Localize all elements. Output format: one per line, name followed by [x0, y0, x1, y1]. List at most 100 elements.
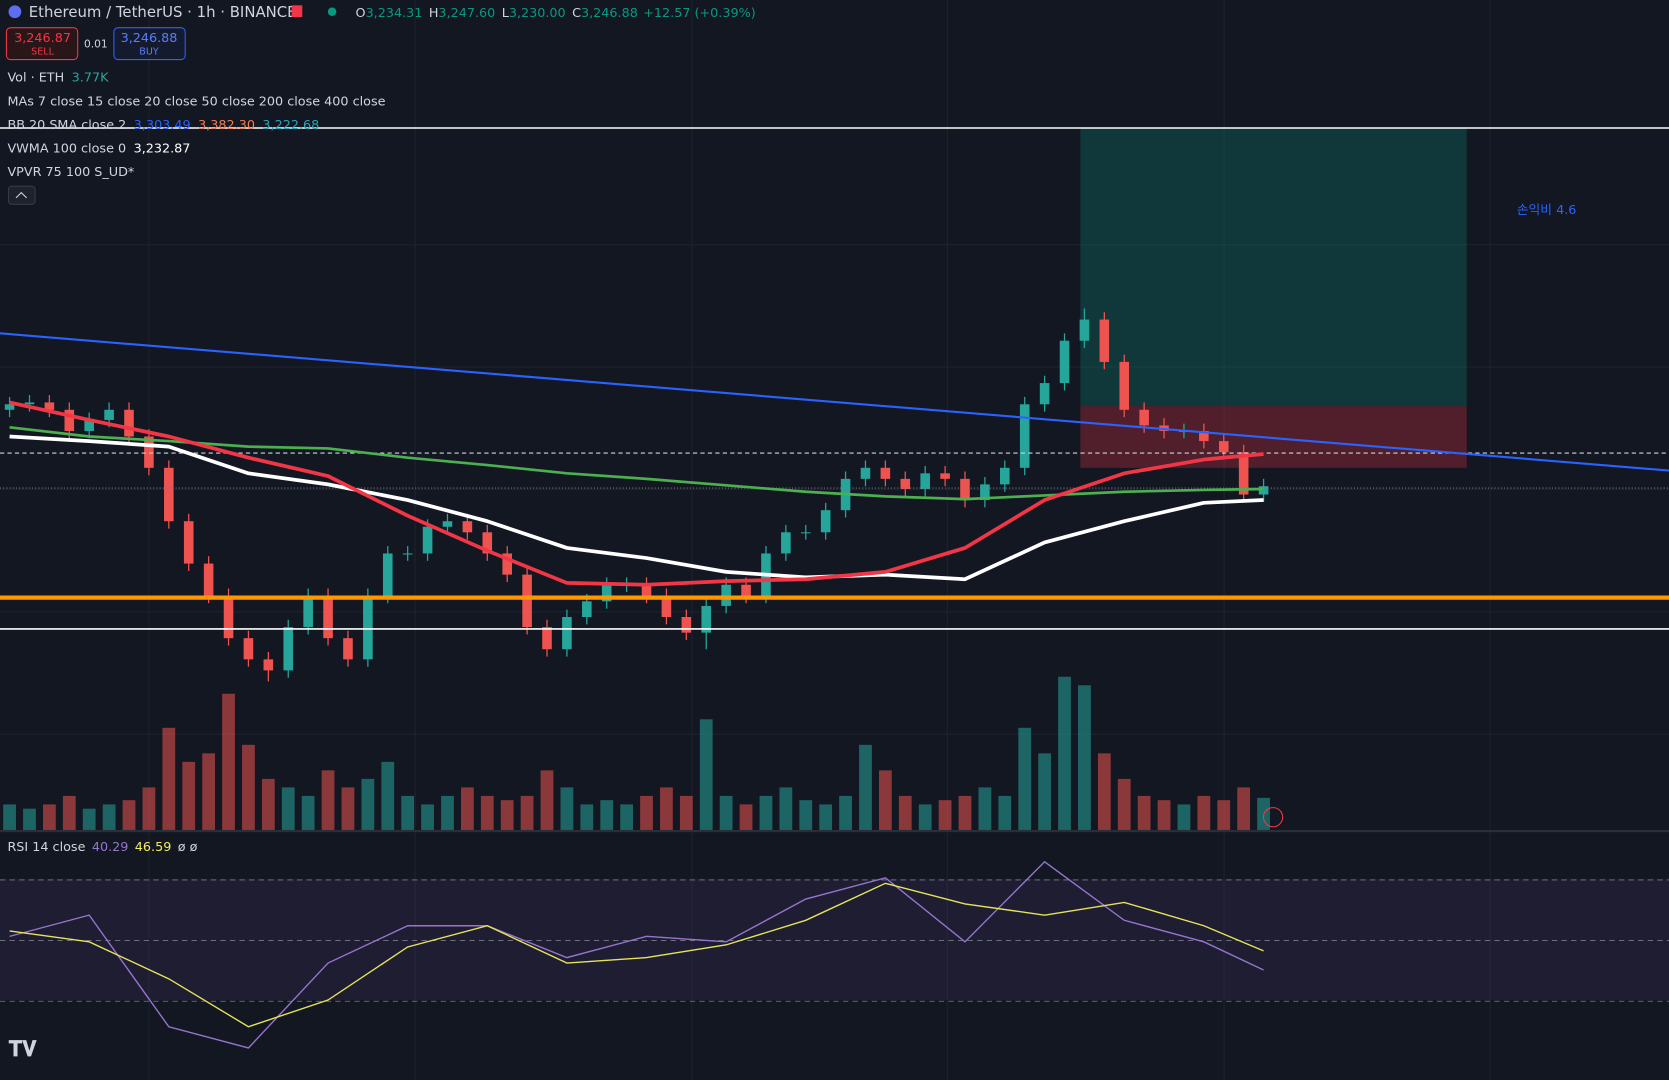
candle-body	[920, 473, 930, 489]
volume-bar	[281, 787, 295, 830]
indicator-value: 3,382.30	[198, 117, 255, 132]
volume-bar	[859, 744, 872, 830]
candle-body	[661, 595, 672, 617]
candle-body	[601, 584, 612, 602]
candle-body	[283, 627, 294, 671]
candle-body	[940, 473, 950, 479]
volume-bar	[421, 804, 434, 830]
volume-bar	[460, 787, 474, 830]
under-layer	[1080, 128, 1467, 468]
volume-bar	[679, 795, 693, 830]
candle-body	[1218, 441, 1229, 453]
rsi-value: 46.59	[135, 839, 172, 854]
volume-bar	[242, 744, 255, 830]
rsi-band	[0, 878, 1669, 1001]
candle-layer	[4, 308, 1269, 682]
candle-body	[1238, 452, 1249, 495]
candle-body	[144, 436, 154, 468]
volume-bar	[620, 804, 634, 830]
sell-price: 3,246.87	[14, 31, 71, 46]
volume-bar	[1137, 795, 1151, 830]
alert-icon[interactable]	[1262, 807, 1284, 828]
volume-bar	[719, 795, 733, 830]
moving-average	[9, 425, 1264, 501]
position-label: 손익비 4.6	[1517, 203, 1577, 218]
ohlc-label: C	[572, 5, 581, 20]
candle-body	[800, 532, 811, 534]
moving-average	[9, 434, 1264, 582]
volume-bar	[1038, 753, 1052, 830]
indicator-name: MAs 7 close 15 close 20 close 50 close 2…	[7, 94, 385, 109]
indicator: VWMA 100 close 0 3,232.87	[7, 141, 190, 156]
volume-bar	[1177, 804, 1191, 830]
buy-label: BUY	[139, 47, 159, 58]
volume-bar	[938, 800, 952, 830]
volume-bar	[600, 800, 614, 830]
candle-body	[641, 584, 652, 596]
candle-body	[223, 595, 234, 639]
candle-body	[303, 595, 313, 628]
candle-body	[1000, 467, 1010, 485]
market-status	[327, 7, 337, 16]
candle-body	[980, 484, 990, 501]
rsi-value: 40.29	[92, 839, 129, 854]
rsi-legend: RSI 14 close 40.29 46.59 ø ø	[7, 839, 197, 854]
rsi-line	[9, 860, 1264, 1049]
candle-body	[701, 605, 712, 633]
volume-bar	[520, 795, 534, 830]
candle-body	[502, 553, 512, 575]
volume-bar	[1197, 795, 1211, 830]
indicator-value: 3,303.49	[134, 117, 191, 132]
collapse-button[interactable]	[7, 185, 36, 205]
candle-body	[442, 521, 453, 527]
rsi-ma	[9, 882, 1264, 1028]
legend: Ethereum / TetherUS · 1h · BINANCE O3,23…	[5, 3, 1577, 1062]
volume-bar	[779, 787, 793, 830]
candle-body	[422, 526, 433, 554]
candle-body	[1199, 430, 1209, 442]
volume-bar	[958, 795, 972, 830]
ohlc-label: H	[429, 5, 439, 20]
volume-bar	[401, 795, 415, 830]
volume-bar	[819, 804, 833, 830]
rsi-layer	[0, 860, 1669, 1049]
volume-bar	[839, 795, 852, 830]
candle-body	[64, 409, 75, 431]
volume-bar	[1078, 685, 1091, 830]
volume-bar	[739, 804, 753, 830]
sell-button[interactable]	[5, 27, 79, 61]
indicator: MAs 7 close 15 close 20 close 50 close 2…	[7, 94, 385, 109]
volume-bar	[23, 808, 36, 830]
candle-body	[183, 521, 194, 564]
logo: 𝐓𝐕	[9, 1037, 38, 1062]
volume-bar	[1157, 800, 1171, 830]
candle-body	[482, 532, 493, 554]
volume-bar	[898, 795, 912, 830]
volume-layer	[3, 676, 1270, 830]
volume-bar	[1097, 753, 1111, 830]
ohlc-value: 3,234.31	[366, 5, 423, 20]
volume-bar	[341, 787, 355, 830]
volume-bar	[82, 808, 96, 830]
indicator-name: VPVR 75 100 S_UD*	[7, 165, 134, 180]
ohlc-label: L	[502, 5, 510, 20]
indicator-value: 3,222.68	[262, 117, 319, 132]
ohlc-value: 3,230.00	[509, 5, 566, 20]
qty: 0.01	[84, 38, 108, 51]
candle-body	[781, 532, 791, 554]
volume-bar	[321, 770, 335, 830]
candle-body	[84, 419, 94, 431]
ohlc-label: O	[356, 5, 366, 20]
candle-body	[124, 409, 134, 437]
candle-body	[542, 627, 552, 650]
buy-button[interactable]	[113, 27, 186, 61]
candle-body	[1258, 486, 1269, 495]
volume-bar	[261, 778, 275, 830]
candle-body	[263, 659, 274, 671]
candle-body	[820, 510, 831, 533]
indicator: Vol · ETH 3.77K	[7, 70, 109, 85]
ohlc-value: 3,246.88	[581, 5, 638, 20]
change: +12.57 (+0.39%)	[643, 5, 756, 20]
rsi-name: RSI 14 close	[7, 839, 85, 854]
